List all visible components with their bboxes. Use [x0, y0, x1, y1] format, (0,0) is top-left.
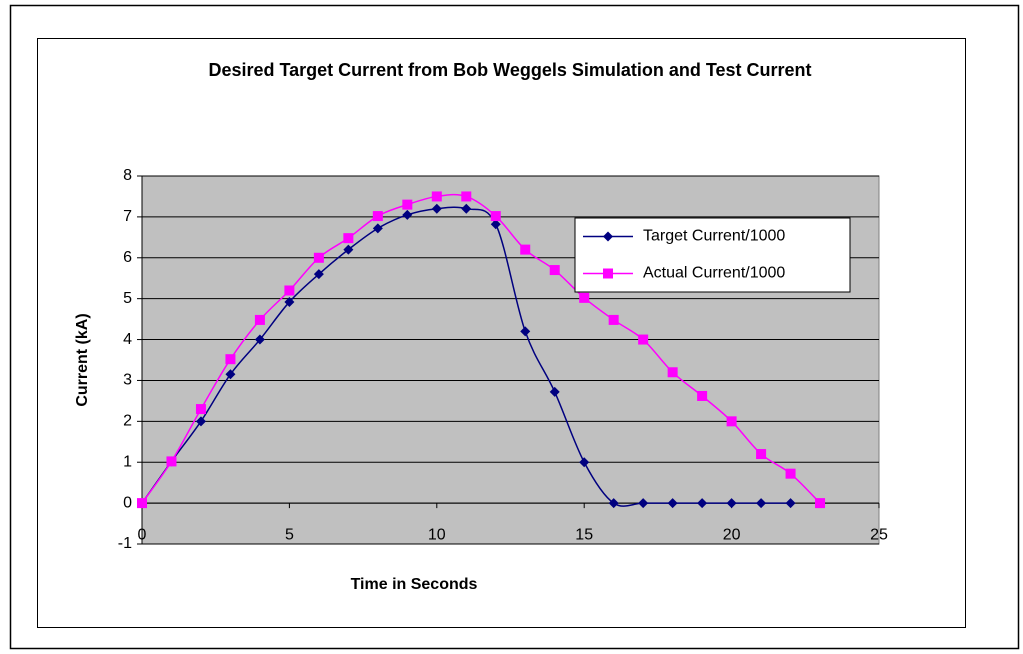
marker [137, 498, 147, 509]
marker [343, 233, 354, 244]
y-tick-label: 1 [123, 453, 132, 470]
marker [490, 211, 501, 222]
marker [579, 292, 590, 303]
marker [313, 269, 324, 280]
chart-title: Desired Target Current from Bob Weggels … [208, 60, 812, 80]
y-tick-label: 5 [123, 290, 132, 307]
x-tick-label: 20 [723, 526, 741, 543]
y-tick-label: 6 [123, 249, 132, 266]
y-tick-label: 3 [123, 372, 132, 389]
marker [608, 498, 619, 509]
marker [549, 386, 560, 397]
marker [667, 498, 678, 509]
marker [343, 244, 354, 255]
marker [195, 416, 206, 427]
x-tick-label: 15 [575, 526, 593, 543]
series-line [141, 206, 791, 507]
marker [579, 457, 590, 468]
marker [402, 199, 413, 210]
x-tick-label: 5 [285, 526, 294, 543]
x-tick-label: 0 [138, 526, 147, 543]
marker [284, 285, 295, 296]
marker [195, 404, 206, 415]
marker [431, 191, 442, 202]
marker [608, 314, 619, 325]
marker [254, 314, 265, 325]
marker [785, 468, 796, 479]
y-axis-label: Current (kA) [74, 313, 91, 406]
legend [574, 217, 851, 293]
marker [402, 209, 413, 220]
marker [520, 326, 531, 337]
chart-border [37, 38, 966, 628]
marker [431, 203, 442, 214]
legend-label: Actual Current/1000 [643, 265, 785, 282]
outer-border [9, 4, 1020, 650]
x-tick-label: 25 [870, 526, 888, 543]
marker [520, 244, 531, 255]
legend-label: Target Current/1000 [643, 228, 785, 245]
marker [756, 449, 767, 460]
marker [490, 219, 501, 230]
marker [313, 252, 324, 263]
marker [284, 296, 295, 307]
legend-marker [603, 268, 613, 279]
marker [785, 498, 796, 509]
marker [697, 390, 708, 401]
marker [726, 498, 737, 509]
marker [815, 498, 826, 509]
marker [549, 265, 560, 276]
y-tick-label: -1 [118, 535, 132, 552]
y-tick-label: 0 [123, 494, 132, 511]
marker [254, 334, 265, 345]
marker [461, 203, 472, 214]
marker [372, 223, 383, 234]
marker [726, 416, 737, 427]
y-tick-label: 7 [123, 208, 132, 225]
marker [756, 498, 767, 509]
x-axis-label: Time in Seconds [351, 576, 478, 593]
marker [372, 211, 383, 222]
marker [667, 367, 678, 378]
marker [166, 456, 177, 467]
marker [638, 498, 649, 509]
y-tick-label: 4 [123, 331, 132, 348]
marker [638, 334, 649, 345]
marker [225, 369, 236, 380]
marker [697, 498, 708, 509]
marker [461, 191, 472, 202]
y-tick-label: 8 [123, 167, 132, 184]
y-tick-label: 2 [123, 413, 132, 430]
marker [225, 354, 236, 365]
x-tick-label: 10 [428, 526, 446, 543]
legend-marker [603, 231, 613, 242]
